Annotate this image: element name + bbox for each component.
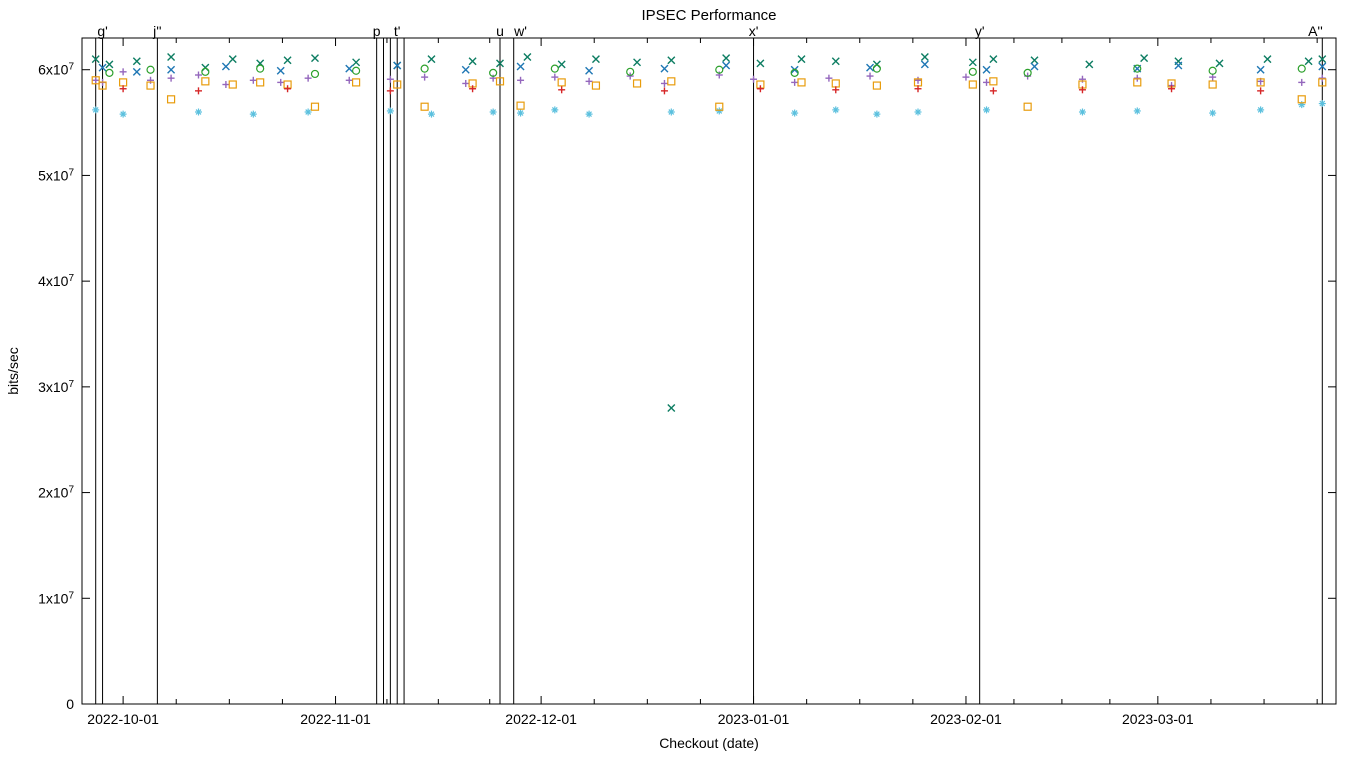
chart-container: 0 1x107 2x107 3x107 4x107 5x107 6x107 2022-10-0… (0, 0, 1360, 768)
svg-text:2022-11-01: 2022-11-01 (300, 711, 371, 727)
svg-text:2023-02-01: 2023-02-01 (930, 711, 1002, 727)
svg-text:A'': A'' (1308, 23, 1323, 39)
svg-text:2x107: 2x107 (38, 484, 74, 501)
svg-text:0: 0 (66, 696, 74, 712)
svg-text:5x107: 5x107 (38, 167, 74, 184)
svg-text:3x107: 3x107 (38, 378, 74, 395)
svg-text:t': t' (394, 23, 401, 39)
svg-text:2022-12-01: 2022-12-01 (505, 711, 577, 727)
series-s3 (92, 100, 1326, 118)
svg-text:u: u (496, 23, 504, 39)
ipsec-performance-chart: 0 1x107 2x107 3x107 4x107 5x107 6x107 2022-10-0… (0, 0, 1360, 768)
series-s6 (106, 65, 1305, 77)
svg-text:y': y' (975, 23, 985, 39)
svg-text:p: p (373, 23, 381, 39)
svg-text:x': x' (749, 23, 759, 39)
svg-text:j'': j'' (152, 23, 161, 39)
y-axis-label: bits/sec (5, 347, 21, 394)
chart-title: IPSEC Performance (641, 7, 776, 24)
svg-text:g': g' (97, 23, 107, 39)
series-s5 (99, 61, 1326, 75)
svg-text:2022-10-01: 2022-10-01 (87, 711, 159, 727)
svg-text:6x107: 6x107 (38, 61, 74, 78)
svg-text:2023-03-01: 2023-03-01 (1122, 711, 1194, 727)
svg-text:4x107: 4x107 (38, 273, 74, 290)
series-s2 (92, 54, 1326, 412)
x-axis-label: Checkout (date) (659, 735, 759, 751)
svg-text:w': w' (513, 23, 527, 39)
svg-text:1x107: 1x107 (38, 590, 74, 607)
svg-text:2023-01-01: 2023-01-01 (718, 711, 790, 727)
